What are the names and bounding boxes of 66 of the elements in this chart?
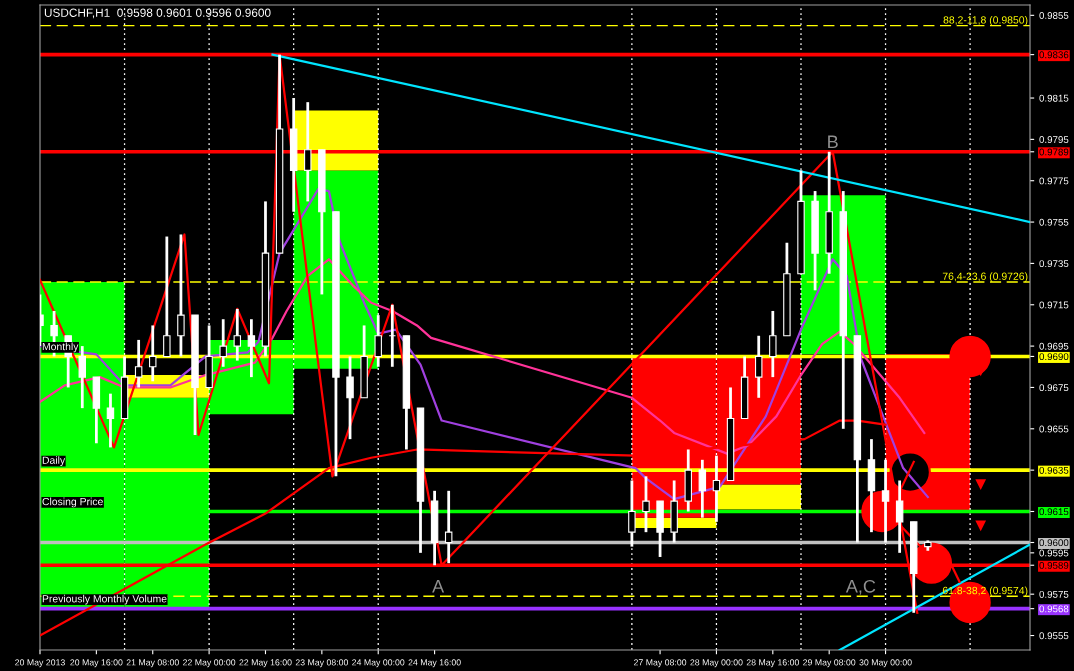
ref-line-label: Monthly	[42, 342, 79, 353]
ref-line-label: Closing Price	[42, 497, 103, 508]
ref-line-label: Previously Monthly Volume	[42, 594, 167, 605]
x-tick-label: 28 May 00:00	[690, 659, 743, 668]
bar	[716, 484, 801, 510]
y-tick-label: 0.9589	[1039, 561, 1069, 569]
x-tick-label: 30 May 00:00	[859, 659, 912, 668]
x-tick-label: 28 May 16:00	[746, 659, 799, 668]
y-tick-label: 0.9568	[1039, 605, 1069, 613]
y-tick-label: 0.9575	[1039, 590, 1069, 598]
x-tick-label: 20 May 16:00	[70, 659, 123, 668]
annotation: A,C	[845, 579, 876, 595]
y-tick-label: 0.9615	[1039, 508, 1069, 516]
x-tick-label: 20 May 2013	[15, 659, 65, 668]
y-tick-label: 0.9715	[1039, 301, 1069, 309]
point	[975, 520, 987, 532]
y-tick-label: 0.9690	[1039, 353, 1069, 361]
candlestick	[219, 317, 227, 369]
candlestick	[177, 233, 185, 358]
ref-line-label: 88,2-11,8 (0.9850)	[943, 15, 1028, 26]
candlestick	[346, 355, 354, 441]
y-tick-label: 0.9600	[1039, 539, 1069, 547]
y-tick-label: 0.9735	[1039, 260, 1069, 268]
y-tick-label: 0.9855	[1039, 12, 1069, 19]
candlestick	[304, 100, 312, 203]
y-tick-label: 0.9695	[1039, 342, 1069, 350]
y-tick-label: 0.9755	[1039, 218, 1069, 226]
x-tick-label: 24 May 00:00	[352, 659, 405, 668]
x-tick-label: 24 May 16:00	[408, 659, 461, 668]
candlestick	[134, 338, 143, 389]
ref-line-label: Daily	[42, 456, 66, 466]
x-tick-label: 22 May 00:00	[183, 659, 236, 668]
annotation: B	[828, 135, 838, 149]
y-tick-label: 0.9775	[1039, 177, 1069, 185]
line-series	[40, 258, 926, 455]
candlestick	[895, 479, 904, 555]
candlestick	[769, 309, 777, 379]
ref-line-label: 76,4-23,6 (0.9726)	[942, 272, 1028, 283]
candlestick	[149, 324, 157, 383]
y-tick-label: 0.9836	[1039, 51, 1069, 59]
point	[949, 335, 991, 378]
annotation: A	[432, 580, 445, 593]
x-tick-label: 21 May 08:00	[126, 659, 179, 668]
candlestick	[78, 344, 87, 410]
y-tick-label: 0.9595	[1039, 549, 1069, 557]
x-tick-label: 22 May 16:00	[239, 659, 292, 668]
y-tick-label: 0.9789	[1039, 148, 1069, 156]
y-tick-label: 0.9635	[1039, 466, 1069, 474]
x-tick-label: 27 May 08:00	[634, 659, 687, 668]
candlestick	[642, 474, 650, 534]
y-tick-label: 0.9555	[1039, 632, 1069, 640]
candlestick	[106, 392, 115, 449]
x-tick-label: 29 May 08:00	[803, 659, 856, 668]
x-tick-label: 23 May 08:00	[295, 659, 349, 668]
y-tick-label: 0.9655	[1039, 425, 1069, 433]
y-tick-label: 0.9815	[1039, 94, 1069, 102]
y-tick-label: 0.9675	[1039, 384, 1069, 392]
chart-title: USDCHF,H1 0.9598 0.9601 0.9596 0.9600	[44, 8, 271, 19]
candlestick	[754, 334, 763, 400]
candlestick	[247, 317, 256, 379]
y-tick-label: 0.9795	[1039, 136, 1069, 143]
point	[975, 479, 987, 490]
candlestick	[163, 235, 171, 358]
candlestick	[698, 458, 707, 520]
candlestick	[233, 307, 242, 362]
candlestick	[444, 489, 453, 565]
